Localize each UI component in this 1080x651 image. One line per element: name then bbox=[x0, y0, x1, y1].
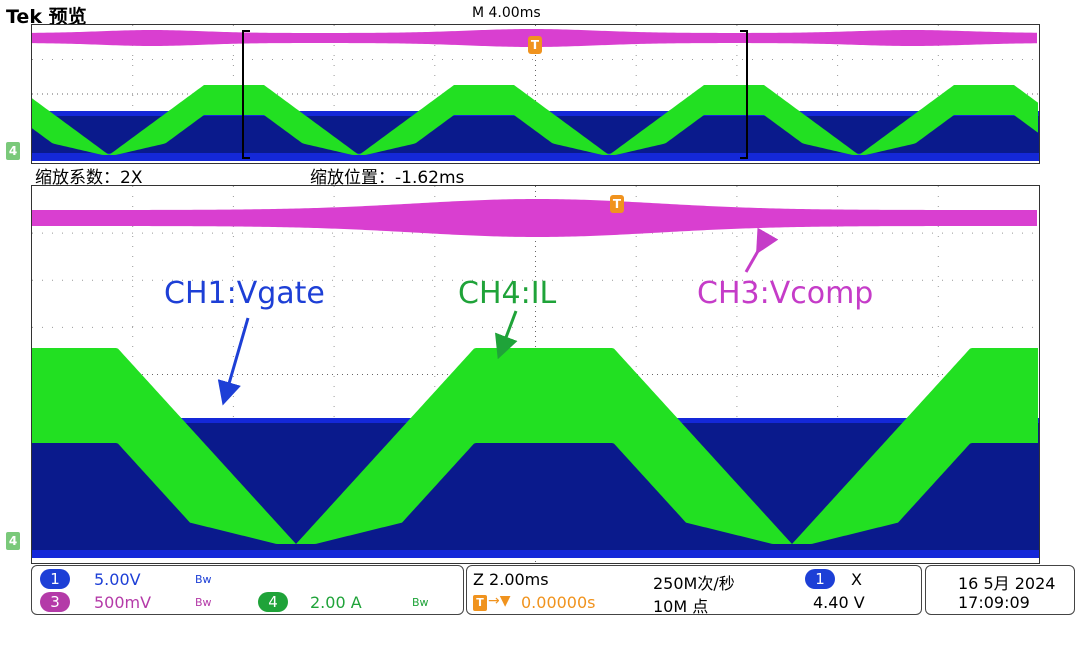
ch3-badge[interactable]: 3 bbox=[40, 592, 70, 612]
trigger-arrow-icon: →▼ bbox=[488, 593, 511, 609]
trigger-source-badge[interactable]: 1 bbox=[805, 569, 835, 589]
trigger-position-icon: T bbox=[473, 595, 487, 611]
time: 17:09:09 bbox=[958, 593, 1030, 612]
zoom-waveform bbox=[32, 186, 1039, 563]
annotation-ch4: CH4:IL bbox=[458, 276, 557, 311]
zoom-position: 缩放位置：-1.62ms bbox=[310, 168, 465, 188]
ch4-badge[interactable]: 4 bbox=[258, 592, 288, 612]
zoom-window[interactable] bbox=[31, 185, 1040, 564]
trigger-delay: 0.00000s bbox=[521, 593, 596, 612]
ch1-badge[interactable]: 1 bbox=[40, 569, 70, 589]
time-scale: M 4.00ms bbox=[472, 5, 541, 21]
ch3-bw: Bw bbox=[195, 596, 212, 609]
zoom-timebase: Z 2.00ms bbox=[473, 570, 549, 589]
datetime-panel: 16 5月 2024 17:09:09 bbox=[925, 565, 1075, 615]
trigger-level: 4.40 V bbox=[813, 593, 865, 612]
ch4-marker-overview: 4 bbox=[6, 142, 20, 160]
trigger-coupling: X bbox=[851, 570, 862, 589]
annotation-ch3: CH3:Vcomp bbox=[697, 276, 874, 311]
overview-ch4-trace bbox=[32, 85, 1038, 155]
ch1-bw: Bw bbox=[195, 573, 212, 586]
zoom-ch3-trace bbox=[32, 199, 1037, 237]
ch3-scale: 500mV bbox=[94, 593, 152, 612]
record-length: 10M 点 bbox=[653, 597, 709, 616]
ch1-scale: 5.00V bbox=[94, 570, 141, 589]
trigger-marker-zoom: T bbox=[610, 195, 624, 213]
ch4-marker-zoom: 4 bbox=[6, 532, 20, 550]
ch4-scale: 2.00 A bbox=[310, 593, 362, 612]
brand-title: Tek 预览 bbox=[6, 6, 87, 28]
annotation-ch1: CH1:Vgate bbox=[164, 276, 325, 311]
zoom-factor: 缩放系数：2X bbox=[35, 168, 143, 188]
timebase-panel[interactable]: Z 2.00ms 250M次/秒 1 X T →▼ 0.00000s 10M 点… bbox=[466, 565, 922, 616]
sample-rate: 250M次/秒 bbox=[653, 574, 735, 593]
ch4-bw: Bw bbox=[412, 596, 429, 609]
trigger-marker-overview: T bbox=[528, 36, 542, 54]
zoom-ch4-trace bbox=[32, 348, 1038, 544]
date: 16 5月 2024 bbox=[958, 574, 1056, 593]
channel-settings-panel[interactable]: 1 5.00V Bw 3 500mV Bw 4 2.00 A Bw bbox=[31, 565, 464, 615]
zoom-bracket bbox=[242, 30, 748, 159]
